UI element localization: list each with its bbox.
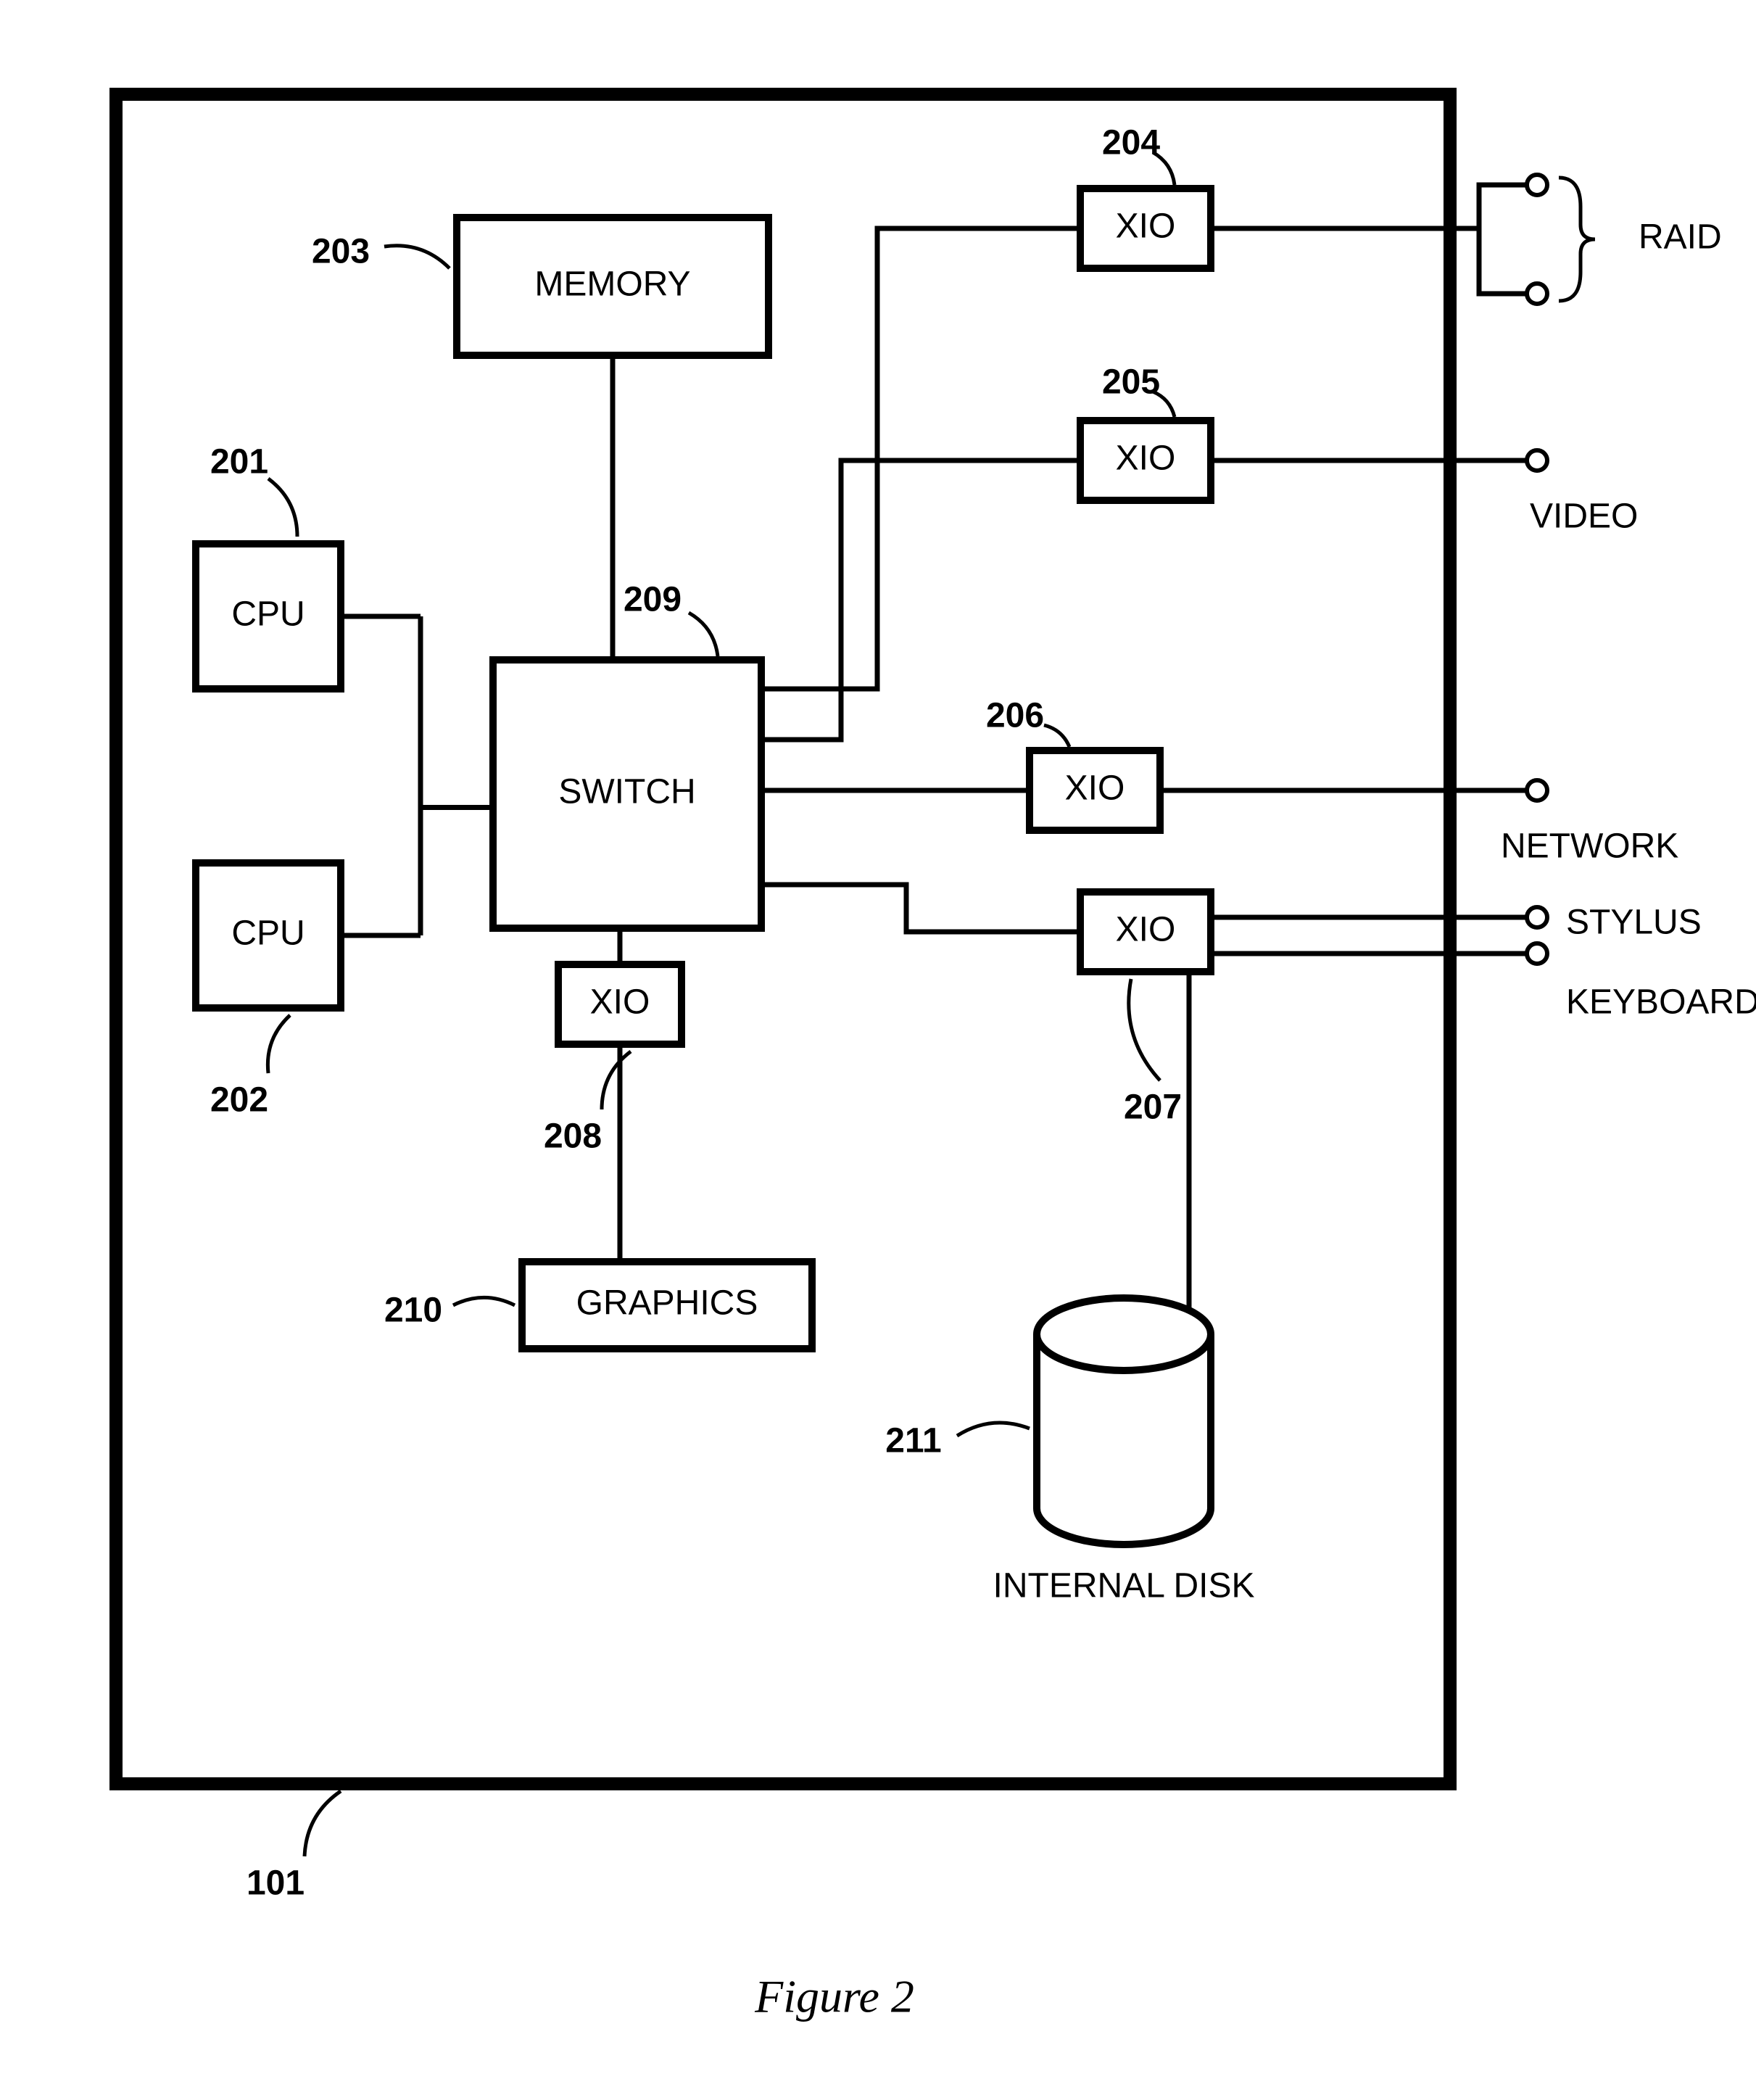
ref-lead-202 — [268, 1015, 290, 1073]
ref-lead-203 — [384, 246, 450, 268]
memory-label: MEMORY — [534, 265, 690, 304]
ref-101: 101 — [247, 1864, 305, 1903]
switch-label: SWITCH — [558, 773, 695, 811]
brace-raid — [1559, 178, 1595, 301]
ref-lead-211 — [957, 1423, 1030, 1436]
ref-lead-101 — [305, 1791, 341, 1856]
ref-205: 205 — [1102, 363, 1160, 402]
terminal — [1527, 907, 1547, 927]
cpu1-label: CPU — [231, 595, 305, 634]
wire — [761, 885, 1080, 932]
ref-211: 211 — [885, 1422, 941, 1460]
ref-lead-207 — [1129, 979, 1160, 1080]
ref-204: 204 — [1102, 124, 1160, 162]
terminal — [1527, 175, 1547, 195]
figure-caption: Figure 2 — [754, 1971, 914, 2022]
cpu2-label: CPU — [231, 914, 305, 953]
terminal — [1527, 943, 1547, 964]
terminal — [1527, 780, 1547, 801]
label-network: NETWORK — [1501, 827, 1678, 866]
label-stylus: STYLUS — [1566, 904, 1702, 942]
ref-lead-201 — [268, 479, 297, 537]
label-video: VIDEO — [1530, 497, 1638, 536]
label-keyboard: KEYBOARD — [1566, 983, 1756, 1022]
ref-210: 210 — [384, 1291, 442, 1330]
disk-top — [1037, 1298, 1211, 1371]
ref-209: 209 — [624, 581, 682, 619]
terminal — [1527, 284, 1547, 304]
ref-202: 202 — [210, 1081, 268, 1120]
ref-208: 208 — [544, 1117, 602, 1156]
label-raid: RAID — [1639, 218, 1722, 257]
ref-lead-210 — [453, 1297, 515, 1305]
ref-lead-208 — [602, 1051, 631, 1109]
terminal — [1527, 450, 1547, 471]
xio-sk-label: XIO — [1116, 911, 1176, 949]
ref-201: 201 — [210, 443, 268, 481]
xio-raid-label: XIO — [1116, 207, 1176, 246]
wire — [1450, 185, 1537, 228]
disk-label: INTERNAL DISK — [993, 1567, 1255, 1605]
xio-video-label: XIO — [1116, 439, 1176, 478]
ref-207: 207 — [1124, 1088, 1182, 1127]
ref-206: 206 — [986, 697, 1044, 735]
ref-lead-209 — [689, 613, 718, 656]
wire — [1479, 228, 1537, 294]
ref-lead-206 — [1044, 725, 1069, 747]
xio-net-label: XIO — [1065, 769, 1125, 808]
ref-203: 203 — [312, 233, 370, 271]
graphics-label: GRAPHICS — [576, 1284, 758, 1323]
xio-g-label: XIO — [590, 983, 650, 1022]
